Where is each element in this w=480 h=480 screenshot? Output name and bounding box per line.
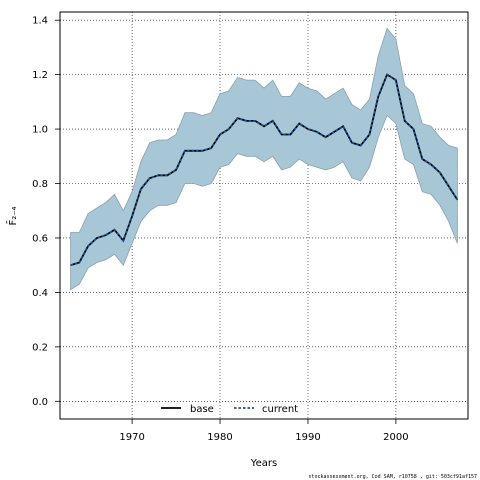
x-tick-label: 2000: [383, 432, 408, 443]
y-tick-label: 1.4: [32, 16, 48, 27]
x-tick-label: 1980: [207, 432, 232, 443]
x-axis-title: Years: [250, 458, 277, 469]
legend-label-base: base: [190, 404, 214, 415]
y-tick-label: 0.2: [32, 342, 48, 353]
x-tick-label: 1990: [295, 432, 320, 443]
y-tick-label: 1.0: [32, 125, 48, 136]
y-tick-label: 0.8: [32, 179, 48, 190]
footer-credit: stockassessment.org, Cod SAM, r10758 , g…: [308, 474, 477, 480]
y-axis-title: F̄₂₋₄: [6, 206, 19, 225]
confidence-band: [70, 27, 458, 291]
y-axis: 0.0 0.2 0.4 0.6 0.8 1.0 1.2 1.4: [32, 16, 60, 408]
legend: base current: [161, 404, 298, 415]
y-tick-label: 0.0: [32, 397, 48, 408]
y-tick-label: 0.4: [32, 288, 48, 299]
plot-frame: [59, 11, 469, 420]
x-axis: 1970 1980 1990 2000: [119, 419, 409, 443]
y-tick-label: 0.6: [32, 233, 48, 244]
x-tick-label: 1970: [119, 432, 144, 443]
legend-label-current: current: [262, 404, 298, 415]
y-tick-label: 1.2: [32, 70, 48, 81]
series-line-current: [70, 73, 459, 267]
